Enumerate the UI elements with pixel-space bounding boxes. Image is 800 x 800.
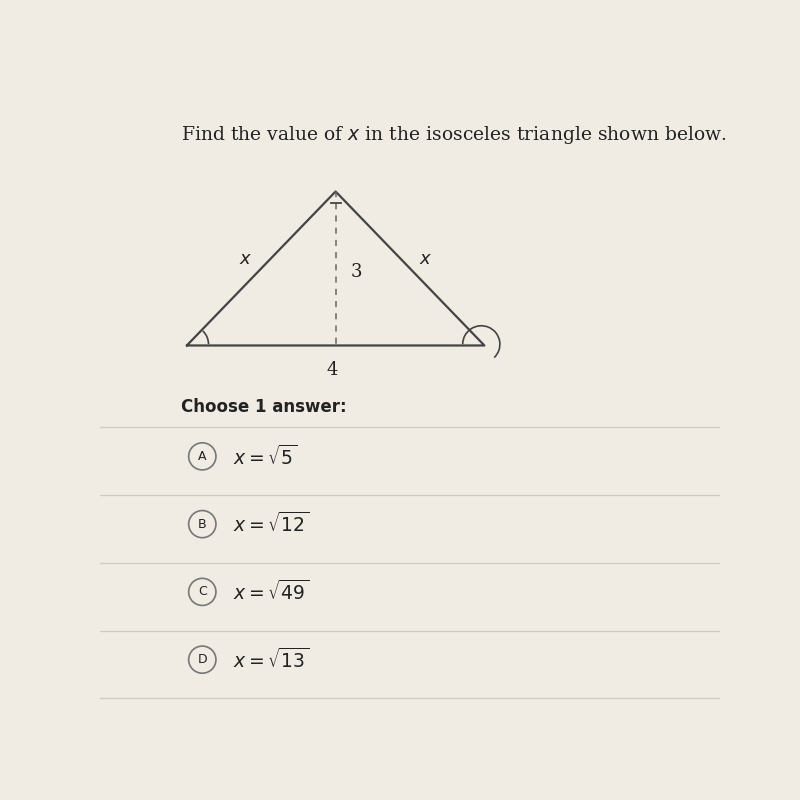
Text: $x = \sqrt{5}$: $x = \sqrt{5}$	[234, 444, 298, 469]
Text: C: C	[198, 586, 206, 598]
Text: D: D	[198, 653, 207, 666]
Text: $x = \sqrt{49}$: $x = \sqrt{49}$	[234, 580, 310, 604]
Text: $x$: $x$	[419, 250, 432, 268]
Text: B: B	[198, 518, 206, 530]
Text: $x = \sqrt{12}$: $x = \sqrt{12}$	[234, 512, 310, 536]
Text: Find the value of $x$ in the isosceles triangle shown below.: Find the value of $x$ in the isosceles t…	[181, 124, 726, 146]
Text: Choose 1 answer:: Choose 1 answer:	[181, 398, 346, 416]
Text: 3: 3	[351, 262, 362, 281]
Text: A: A	[198, 450, 206, 463]
Text: 4: 4	[327, 361, 338, 379]
Text: $x = \sqrt{13}$: $x = \sqrt{13}$	[234, 647, 310, 672]
Text: $x$: $x$	[239, 250, 252, 268]
